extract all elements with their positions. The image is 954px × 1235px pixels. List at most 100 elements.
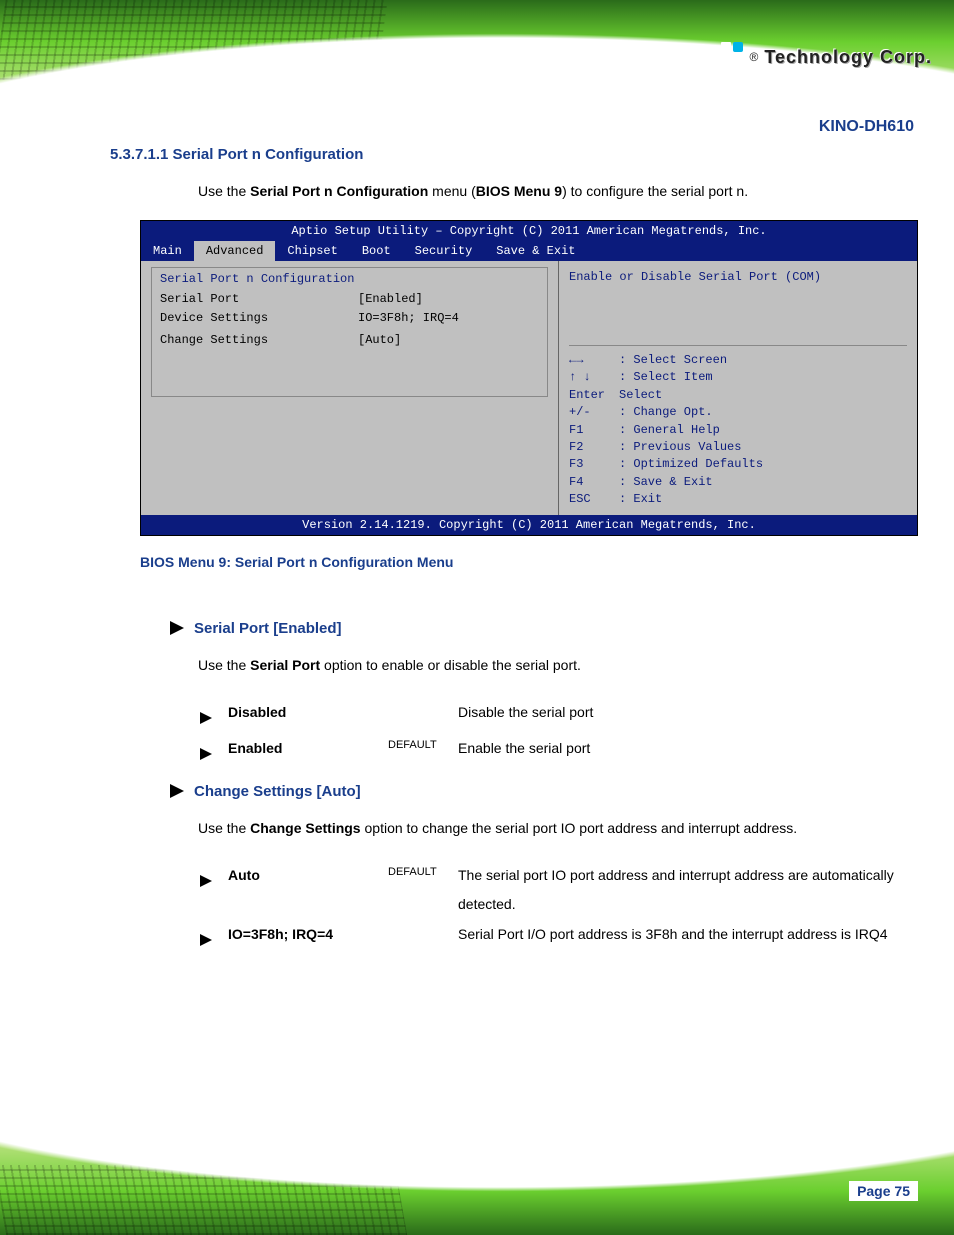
opt1-heading: Serial Port [Enabled] <box>170 620 920 637</box>
bios-tab: Advanced <box>194 241 276 261</box>
bios-tab-bar: MainAdvancedChipsetBootSecuritySave & Ex… <box>141 241 917 261</box>
bios-key-desc: : Exit <box>619 491 907 508</box>
arrow-right-icon <box>200 934 212 946</box>
bios-setting-row: Device SettingsIO=3F8h; IRQ=4 <box>160 309 539 328</box>
figure-caption: BIOS Menu 9: Serial Port n Configuration… <box>140 554 920 570</box>
bios-tab: Security <box>403 241 485 261</box>
bios-key-desc: : Change Opt. <box>619 404 907 421</box>
opt1-intro: Use the Serial Port option to enable or … <box>198 651 920 680</box>
option-row: EnabledDEFAULTEnable the serial port <box>200 734 920 770</box>
opt1-intro-bold: Serial Port <box>250 657 320 673</box>
bios-key: ←→ <box>569 352 619 369</box>
bios-key: F3 <box>569 456 619 473</box>
bios-screenshot: Aptio Setup Utility – Copyright (C) 2011… <box>140 220 918 536</box>
bios-footer: Version 2.14.1219. Copyright (C) 2011 Am… <box>141 515 917 535</box>
opt2-heading: Change Settings [Auto] <box>170 783 920 800</box>
opt2-heading-text: Change Settings [Auto] <box>194 783 361 800</box>
registered-mark: ® <box>749 50 758 64</box>
arrow-right-icon <box>170 784 184 798</box>
bios-setting-label: Device Settings <box>160 310 358 327</box>
bios-key-desc: : General Help <box>619 422 907 439</box>
opt2-intro-suffix: option to change the serial port IO port… <box>361 820 798 836</box>
bios-title: Aptio Setup Utility – Copyright (C) 2011… <box>141 221 917 241</box>
arrow-right-icon <box>200 748 212 760</box>
intro-line: Use the Serial Port n Configuration menu… <box>198 181 920 202</box>
bios-divider <box>569 345 907 346</box>
option-row: Disabled Disable the serial port <box>200 698 920 734</box>
bios-key-desc: Select <box>619 387 907 404</box>
bios-key: ↑ ↓ <box>569 369 619 386</box>
bios-key-row: F4: Save & Exit <box>569 474 907 491</box>
bios-key-row: F3: Optimized Defaults <box>569 456 907 473</box>
option-row: IO=3F8h; IRQ=4 Serial Port I/O port addre… <box>200 920 920 956</box>
option-row: AutoDEFAULTThe serial port IO port addre… <box>200 861 920 920</box>
corp-name: Technology Corp. <box>764 47 932 68</box>
bios-key-desc: : Select Screen <box>619 352 907 369</box>
bios-key: F2 <box>569 439 619 456</box>
page-number: Page 75 <box>849 1181 918 1201</box>
opt1-intro-prefix: Use the <box>198 657 250 673</box>
intro-ref: BIOS Menu 9 <box>476 183 562 199</box>
bios-key-desc: : Select Item <box>619 369 907 386</box>
bios-key: F1 <box>569 422 619 439</box>
option-default: DEFAULT <box>388 861 458 884</box>
bios-key-row: ←→: Select Screen <box>569 352 907 369</box>
option-desc: Disable the serial port <box>458 698 920 727</box>
bios-key: ESC <box>569 491 619 508</box>
corp-brand: ® Technology Corp. <box>699 40 932 74</box>
intro-mid: menu ( <box>428 183 475 199</box>
footer-swoosh <box>0 1125 954 1205</box>
bios-key-desc: : Previous Values <box>619 439 907 456</box>
bios-setting-label: Serial Port <box>160 291 358 308</box>
arrow-cell <box>200 861 228 897</box>
bios-tab: Chipset <box>275 241 349 261</box>
bios-key-row: +/-: Change Opt. <box>569 404 907 421</box>
bios-key-row: F1: General Help <box>569 422 907 439</box>
bios-key: Enter <box>569 387 619 404</box>
intro-prefix: Use the <box>198 183 250 199</box>
bios-key: +/- <box>569 404 619 421</box>
bios-tab: Save & Exit <box>484 241 587 261</box>
opt1-heading-text: Serial Port [Enabled] <box>194 620 342 637</box>
option-name: Disabled <box>228 698 388 727</box>
bios-setting-row: Serial Port[Enabled] <box>160 290 539 309</box>
arrow-cell <box>200 734 228 770</box>
iei-logo-icon <box>699 40 743 74</box>
arrow-right-icon <box>200 875 212 887</box>
bios-key-desc: : Save & Exit <box>619 474 907 491</box>
section-heading: 5.3.7.1.1 Serial Port n Configuration <box>110 146 920 163</box>
option-desc: Serial Port I/O port address is 3F8h and… <box>458 920 920 949</box>
arrow-cell <box>200 920 228 956</box>
bios-setting-row: Change Settings[Auto] <box>160 331 539 350</box>
option-name: IO=3F8h; IRQ=4 <box>228 920 388 949</box>
bios-right-pane: Enable or Disable Serial Port (COM) ←→: … <box>559 261 917 515</box>
bios-help-text: Enable or Disable Serial Port (COM) <box>569 269 907 339</box>
intro-suffix: ) to configure the serial port n. <box>562 183 748 199</box>
bios-key-row: ESC: Exit <box>569 491 907 508</box>
opt1-intro-suffix: option to enable or disable the serial p… <box>320 657 581 673</box>
intro-bold: Serial Port n Configuration <box>250 183 428 199</box>
bios-key-row: F2: Previous Values <box>569 439 907 456</box>
bios-setting-value: IO=3F8h; IRQ=4 <box>358 310 539 327</box>
option-name: Enabled <box>228 734 388 763</box>
bios-left-pane: Serial Port n Configuration Serial Port[… <box>141 261 559 515</box>
bios-tab: Boot <box>350 241 403 261</box>
bios-key: F4 <box>569 474 619 491</box>
bios-setting-value: [Auto] <box>358 332 539 349</box>
opt2-intro-bold: Change Settings <box>250 820 360 836</box>
opt2-intro: Use the Change Settings option to change… <box>198 814 920 843</box>
option-name: Auto <box>228 861 388 890</box>
option-default: DEFAULT <box>388 734 458 757</box>
bios-setting-value: [Enabled] <box>358 291 539 308</box>
bios-setting-label: Change Settings <box>160 332 358 349</box>
arrow-cell <box>200 698 228 734</box>
arrow-right-icon <box>200 712 212 724</box>
option-desc: Enable the serial port <box>458 734 920 763</box>
bios-left-title: Serial Port n Configuration <box>160 272 539 290</box>
bios-tab: Main <box>141 241 194 261</box>
opt2-options: AutoDEFAULTThe serial port IO port addre… <box>200 861 920 956</box>
opt2-intro-prefix: Use the <box>198 820 250 836</box>
bios-key-row: ↑ ↓: Select Item <box>569 369 907 386</box>
bios-key-desc: : Optimized Defaults <box>619 456 907 473</box>
header-banner: ® Technology Corp. <box>0 0 954 105</box>
